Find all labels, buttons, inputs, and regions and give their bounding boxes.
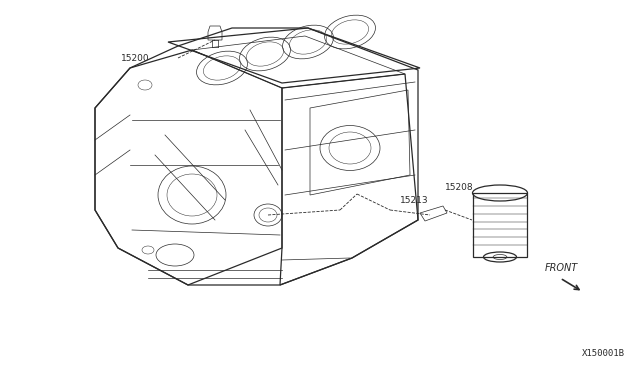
Text: X150001B: X150001B xyxy=(582,349,625,358)
Text: FRONT: FRONT xyxy=(545,263,579,273)
Text: 15213: 15213 xyxy=(400,196,429,205)
Text: 15200: 15200 xyxy=(122,54,150,62)
Text: 15208: 15208 xyxy=(445,183,474,192)
